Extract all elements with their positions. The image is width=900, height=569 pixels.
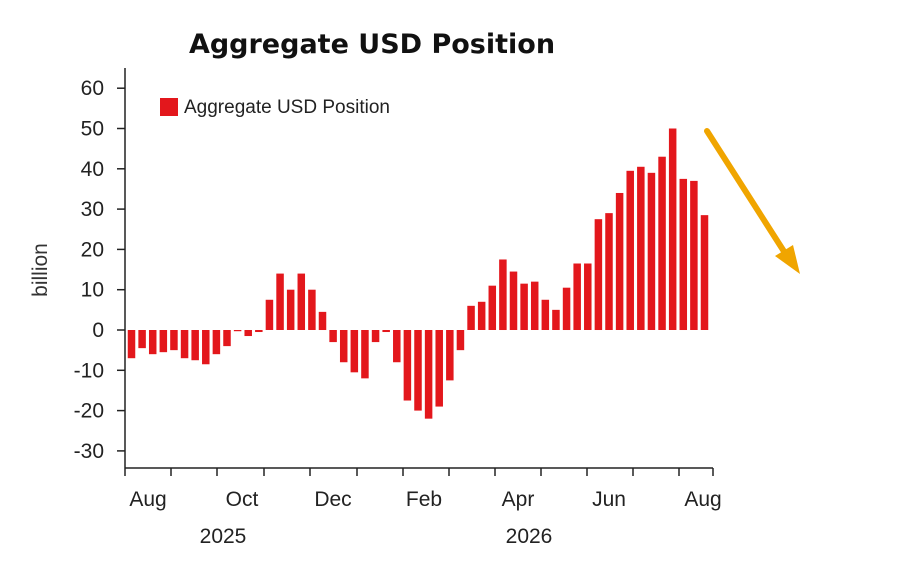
bar — [276, 273, 284, 330]
bar — [191, 330, 199, 361]
bar — [329, 330, 337, 343]
bar — [520, 283, 528, 330]
bar — [318, 311, 327, 331]
bar — [700, 215, 709, 330]
bar — [148, 330, 157, 355]
bar — [562, 287, 571, 331]
x-month-label: Dec — [314, 488, 351, 511]
bar — [339, 330, 348, 363]
bar — [180, 330, 189, 359]
x-month-label: Oct — [226, 488, 259, 511]
y-tick-label: 0 — [92, 319, 104, 342]
bar — [605, 213, 613, 330]
bar — [552, 309, 560, 330]
bar — [403, 330, 412, 401]
bar — [509, 271, 518, 330]
y-tick-label: 50 — [81, 118, 104, 141]
x-axis-ticks — [124, 468, 714, 476]
bar — [393, 330, 401, 363]
x-month-label: Aug — [684, 488, 721, 511]
bar — [308, 289, 316, 330]
bar — [456, 330, 465, 351]
bar — [467, 305, 475, 330]
bar — [626, 170, 634, 330]
bar — [127, 330, 136, 359]
bar — [530, 281, 539, 330]
bar — [647, 172, 656, 330]
bar — [286, 289, 295, 330]
trend-arrow — [704, 128, 800, 274]
bar — [679, 178, 688, 331]
bar — [594, 219, 603, 331]
bar — [297, 273, 306, 330]
bar — [446, 330, 454, 381]
bar — [138, 330, 146, 349]
y-tick-label: -30 — [74, 440, 104, 463]
y-tick-label: 30 — [81, 198, 104, 221]
bar — [637, 166, 645, 330]
bar — [212, 330, 221, 355]
bar — [690, 180, 698, 330]
bar — [350, 330, 359, 373]
bar — [265, 299, 274, 330]
bar — [371, 330, 380, 343]
bar — [488, 285, 497, 330]
bar — [361, 330, 369, 379]
y-axis-label: billion — [29, 243, 52, 297]
x-month-label: Aug — [129, 488, 166, 511]
bar — [382, 330, 390, 333]
bar — [202, 330, 210, 365]
bar — [615, 192, 624, 330]
bar — [477, 301, 486, 330]
bar — [424, 330, 433, 419]
bar — [658, 156, 666, 330]
y-tick-label: 40 — [81, 158, 104, 181]
bars — [127, 128, 709, 419]
x-month-label: Jun — [592, 488, 626, 511]
y-tick-label: -20 — [74, 400, 104, 423]
x-month-label: Feb — [406, 488, 442, 511]
bar — [244, 330, 252, 337]
bar — [414, 330, 422, 411]
x-month-label: Apr — [502, 488, 535, 511]
bar — [573, 263, 581, 330]
bar — [499, 259, 507, 331]
bar — [170, 330, 178, 351]
x-year-label: 2026 — [506, 525, 553, 548]
bar — [435, 330, 443, 407]
y-tick-label: -10 — [74, 359, 104, 382]
bar — [584, 263, 592, 330]
y-axis-ticks: 60 50 40 30 20 10 0 -10 -20 -30 — [74, 77, 125, 463]
trend-arrow-shaft — [704, 128, 788, 256]
legend-swatch — [160, 98, 178, 116]
bar — [159, 330, 168, 353]
x-axis-labels: Aug Oct Dec Feb Apr Jun Aug 2025 2026 — [129, 488, 721, 548]
trend-arrow-head — [775, 245, 800, 274]
y-tick-label: 10 — [81, 279, 104, 302]
bar — [233, 330, 242, 332]
bar — [255, 330, 263, 333]
y-tick-label: 20 — [81, 238, 104, 261]
x-year-label: 2025 — [200, 525, 247, 548]
bar — [668, 128, 677, 330]
legend-label: Aggregate USD Position — [184, 97, 390, 118]
bar — [541, 299, 550, 330]
y-tick-label: 60 — [81, 77, 104, 100]
chart-title: Aggregate USD Position — [189, 29, 555, 60]
bar — [223, 330, 231, 347]
